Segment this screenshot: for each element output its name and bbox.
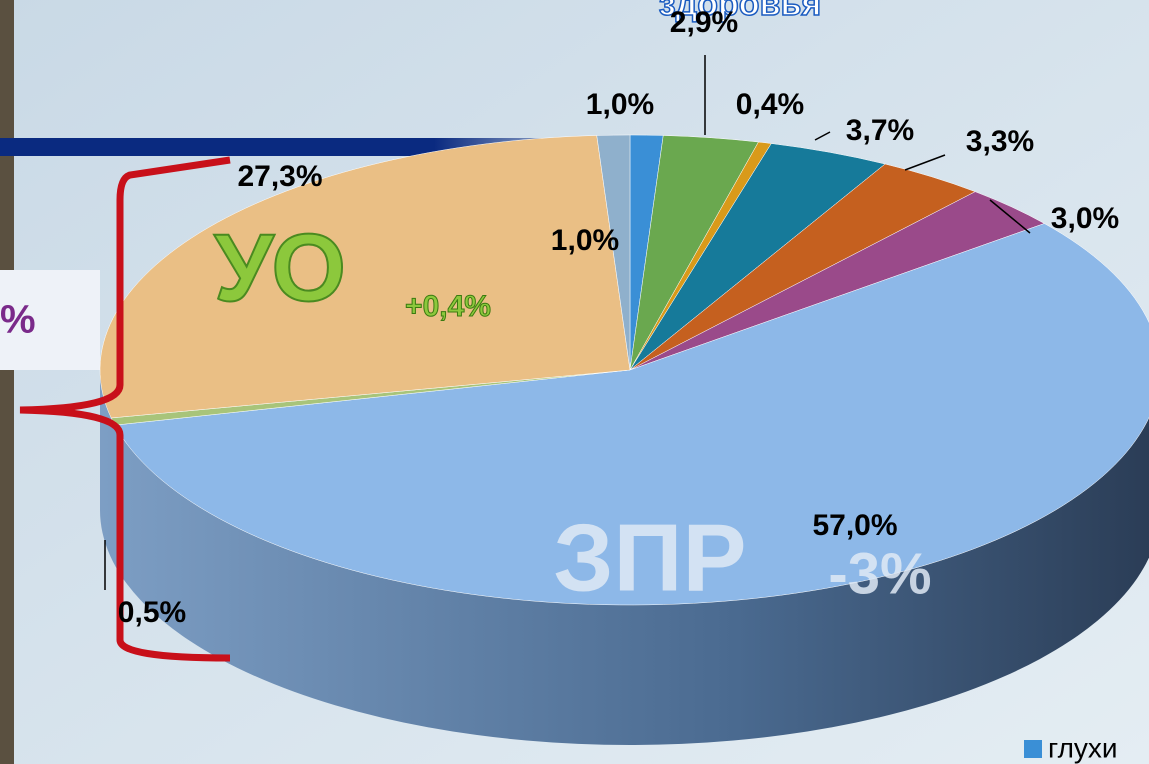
leader-line bbox=[814, 131, 831, 141]
data-label: 2,9% bbox=[670, 6, 738, 39]
left-box bbox=[0, 270, 100, 370]
data-label: 1,0% bbox=[586, 88, 654, 121]
leader-line bbox=[989, 199, 1031, 234]
leader-line bbox=[904, 154, 946, 171]
zpr-change: -3% bbox=[828, 541, 931, 606]
legend-label: глухи bbox=[1048, 732, 1118, 763]
pie-slice bbox=[99, 135, 631, 419]
uo-change: +0,4% bbox=[405, 290, 491, 323]
top-text: здоровья bbox=[659, 0, 821, 23]
data-label: 3,0% bbox=[1051, 202, 1119, 235]
pie-slice bbox=[596, 134, 631, 371]
zpr-text: ЗПР bbox=[553, 504, 746, 611]
data-label: 0,4% bbox=[736, 88, 804, 121]
brace bbox=[19, 156, 231, 662]
data-label: 3,7% bbox=[846, 114, 914, 147]
data-label: 27,3% bbox=[237, 160, 322, 193]
left-photo-edge bbox=[0, 0, 14, 764]
left-box-text: % bbox=[0, 298, 36, 342]
uo-text: УО bbox=[214, 214, 346, 321]
data-label: 1,0% bbox=[551, 224, 619, 257]
data-label: 0,5% bbox=[118, 596, 186, 629]
legend-swatch bbox=[1024, 740, 1042, 758]
data-label: 3,3% bbox=[966, 125, 1034, 158]
pie-slice bbox=[114, 223, 1149, 606]
data-label: 57,0% bbox=[812, 509, 897, 542]
